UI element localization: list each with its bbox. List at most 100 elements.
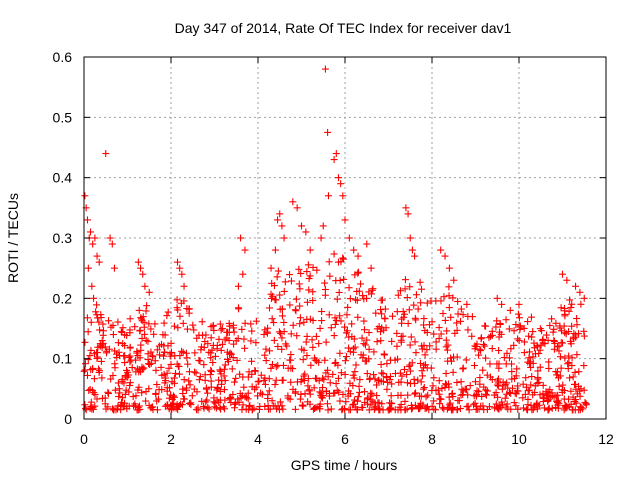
data-point [365, 345, 373, 353]
data-point [94, 314, 102, 322]
data-point [239, 401, 247, 409]
data-point [515, 314, 523, 322]
data-point [316, 388, 324, 396]
data-point [203, 396, 211, 404]
data-point [113, 350, 121, 358]
data-point [549, 328, 557, 336]
data-point [268, 397, 276, 405]
data-point [361, 398, 369, 406]
data-point [261, 380, 269, 388]
data-point [144, 337, 152, 345]
data-point [524, 318, 532, 326]
data-point [263, 328, 271, 336]
data-point [229, 354, 237, 362]
data-point [492, 323, 500, 331]
data-point [403, 379, 411, 387]
x-tick-label: 0 [80, 431, 88, 447]
data-point [214, 385, 222, 393]
data-point [240, 383, 248, 391]
data-point [311, 404, 319, 412]
data-point [280, 234, 288, 242]
data-point [87, 228, 95, 236]
data-point [363, 370, 371, 378]
data-point [377, 328, 385, 336]
data-point [198, 318, 206, 326]
data-point [279, 376, 287, 384]
data-point [346, 406, 354, 414]
data-point [342, 329, 350, 337]
data-point [577, 403, 585, 411]
data-point [439, 310, 447, 318]
data-point [374, 399, 382, 407]
data-point [568, 322, 576, 330]
data-point [509, 384, 517, 392]
data-point [180, 395, 188, 403]
data-point [378, 400, 386, 408]
data-point [442, 343, 450, 351]
data-point [568, 362, 576, 370]
data-point [506, 306, 514, 314]
data-point [267, 264, 275, 272]
data-point [155, 386, 163, 394]
data-point [572, 385, 580, 393]
data-point [306, 390, 314, 398]
data-point [304, 375, 312, 383]
data-point [218, 324, 226, 332]
data-point [430, 330, 438, 338]
data-point [512, 402, 520, 410]
data-point [175, 402, 183, 410]
data-point [553, 397, 561, 405]
data-point [516, 323, 524, 331]
data-point [380, 351, 388, 359]
data-point [523, 405, 531, 413]
data-point [360, 326, 368, 334]
data-point [160, 348, 168, 356]
data-point [189, 321, 197, 329]
data-point [321, 356, 329, 364]
data-point [280, 287, 288, 295]
data-point [446, 399, 454, 407]
data-point [272, 376, 280, 384]
data-point [546, 321, 554, 329]
data-point [318, 317, 326, 325]
data-point [126, 381, 134, 389]
data-point [339, 192, 347, 200]
data-point [217, 326, 225, 334]
data-point [566, 374, 574, 382]
data-point [287, 330, 295, 338]
data-point [247, 320, 255, 328]
data-point [140, 364, 148, 372]
data-point [289, 365, 297, 373]
data-point [317, 391, 325, 399]
data-point [468, 332, 476, 340]
data-point [453, 319, 461, 327]
data-point [251, 367, 259, 375]
data-point [135, 306, 143, 314]
data-point [398, 319, 406, 327]
data-point [228, 350, 236, 358]
data-point [327, 405, 335, 413]
data-point [532, 400, 540, 408]
data-point [295, 265, 303, 273]
data-point [386, 372, 394, 380]
data-point [299, 401, 307, 409]
data-point [404, 210, 412, 218]
data-point [436, 395, 444, 403]
data-point [202, 331, 210, 339]
data-point [557, 304, 565, 312]
x-tick-label: 4 [254, 431, 262, 447]
data-point [262, 345, 270, 353]
data-point [572, 399, 580, 407]
data-point [180, 282, 188, 290]
data-point [505, 325, 513, 333]
data-point [528, 373, 536, 381]
data-point [463, 300, 471, 308]
data-point [145, 288, 153, 296]
data-point [420, 321, 428, 329]
data-point [309, 405, 317, 413]
data-point [207, 377, 215, 385]
data-point [378, 369, 386, 377]
data-point [315, 340, 323, 348]
data-point [519, 404, 527, 412]
data-point [495, 333, 503, 341]
